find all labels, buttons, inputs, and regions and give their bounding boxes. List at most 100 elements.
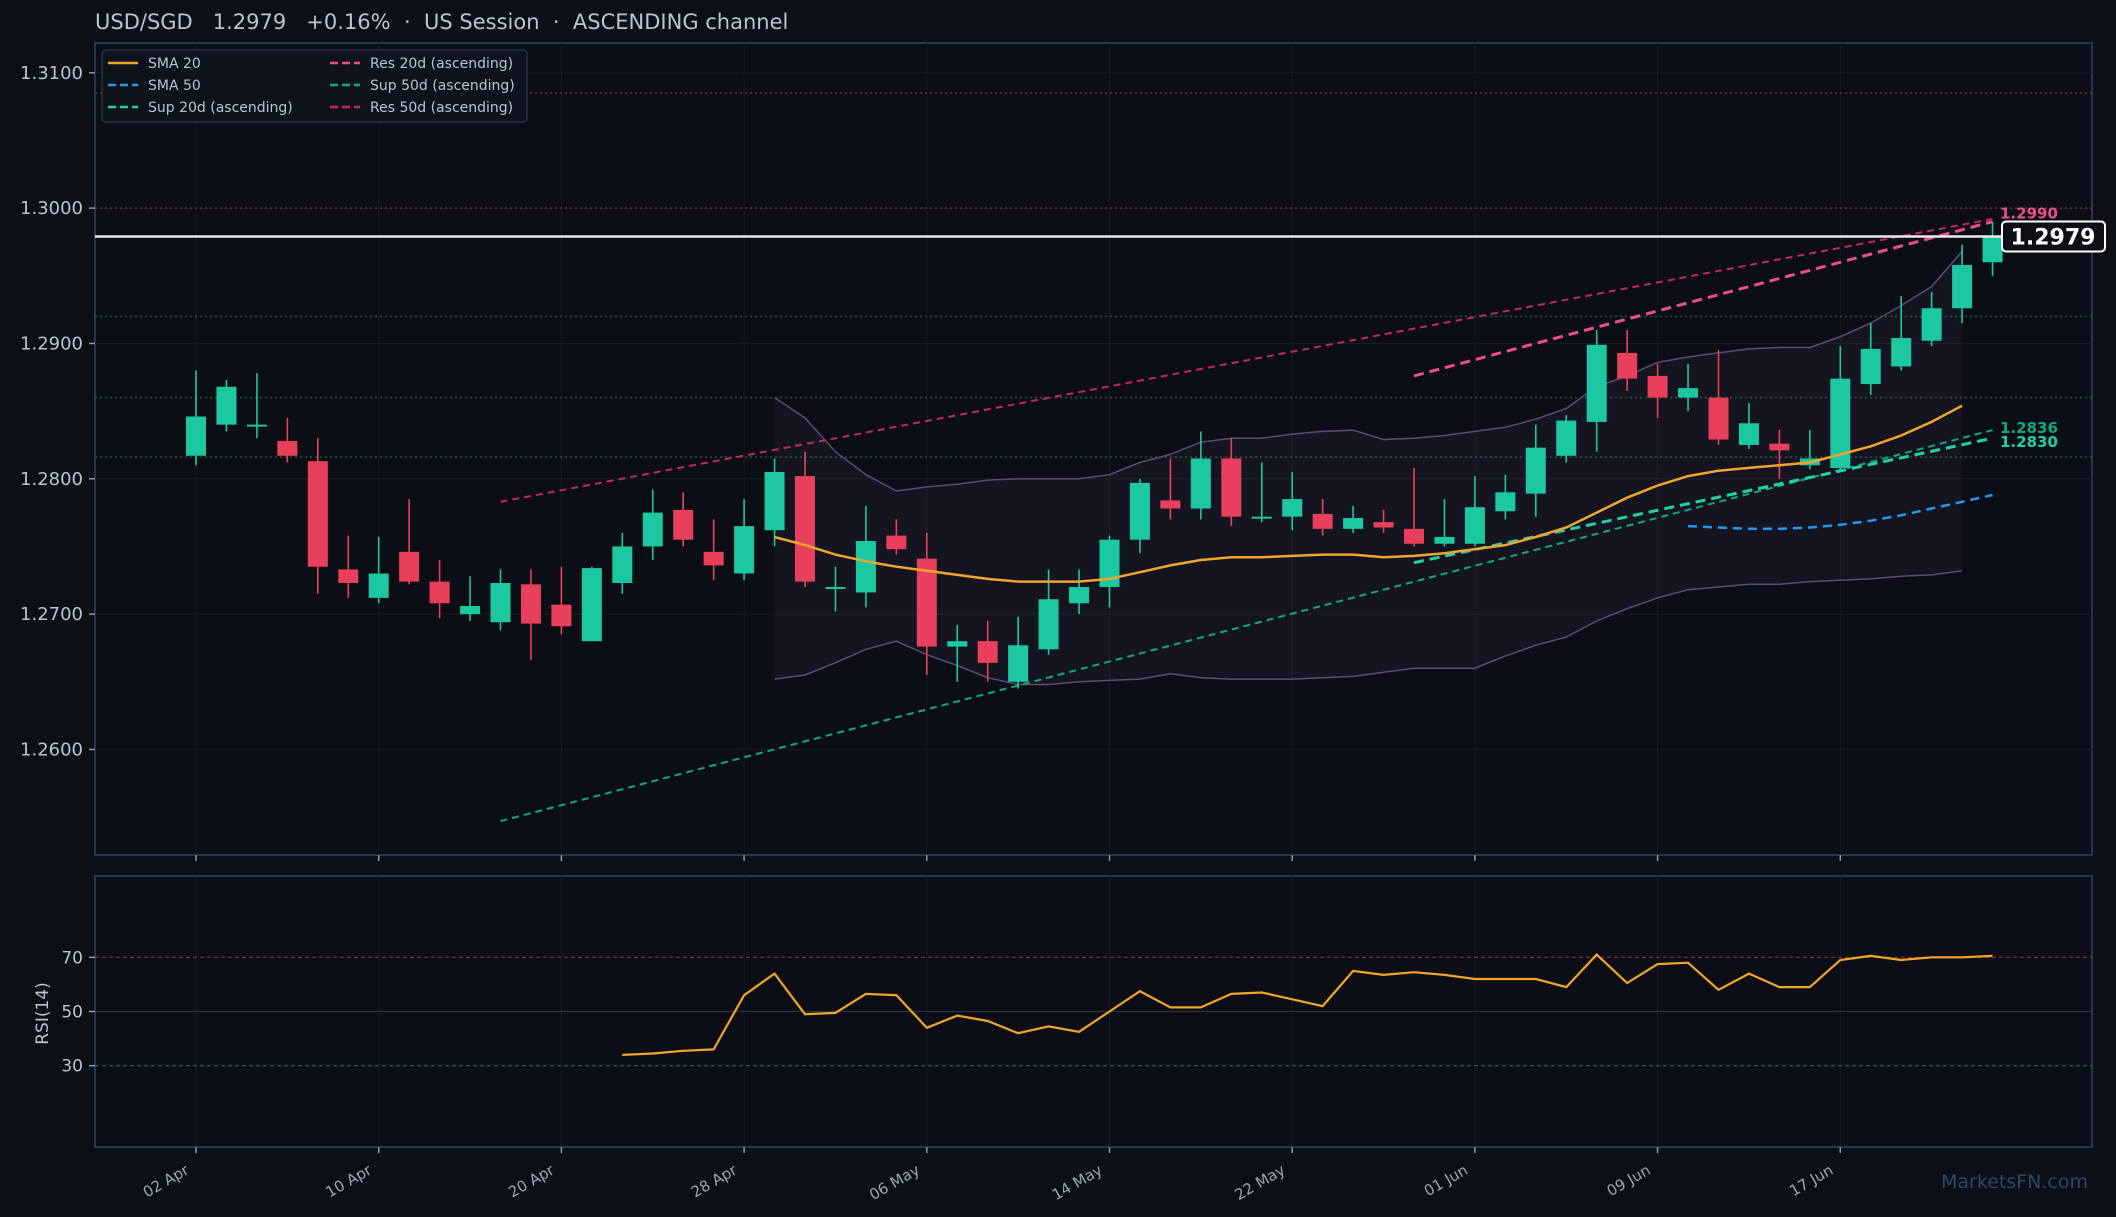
candle xyxy=(642,489,663,560)
candle-body xyxy=(1008,645,1029,682)
x-tick-label: 22 May xyxy=(1232,1161,1289,1204)
legend-label: SMA 50 xyxy=(148,78,201,94)
y-tick-label: 1.2800 xyxy=(20,469,83,490)
band-fill xyxy=(774,251,1963,685)
candle-body xyxy=(1282,499,1303,517)
legend-label: Sup 20d (ascending) xyxy=(148,100,293,116)
x-tick-label: 09 Jun xyxy=(1604,1161,1654,1200)
candle xyxy=(795,451,815,588)
candle xyxy=(947,624,968,682)
candle xyxy=(1160,458,1181,520)
candle-body xyxy=(1160,500,1181,509)
legend: SMA 20 SMA 50 Sup 20d (ascending) Res 20d (… xyxy=(101,49,528,123)
candle-body xyxy=(1860,348,1881,385)
band-lower-line xyxy=(774,570,1963,686)
candle xyxy=(581,566,602,642)
candle-body xyxy=(1099,539,1120,588)
candle xyxy=(1069,569,1090,615)
candle-body xyxy=(307,461,328,567)
candle xyxy=(1738,402,1759,449)
candle xyxy=(1830,346,1851,473)
candle-body xyxy=(1404,528,1424,544)
candle-body xyxy=(734,526,755,574)
candle-body xyxy=(1586,344,1607,422)
candle xyxy=(1708,350,1729,445)
title-separator: · xyxy=(552,10,560,34)
candle xyxy=(399,499,420,585)
candle xyxy=(1586,329,1607,452)
candle xyxy=(1952,244,1973,324)
title-separator: · xyxy=(403,10,411,34)
candle-body xyxy=(429,581,450,604)
candle-body xyxy=(551,604,572,627)
trendline-end-label: 1.2990 xyxy=(2000,205,2058,223)
candle-body xyxy=(764,472,785,531)
y-tick-label: 1.2700 xyxy=(20,604,83,625)
candle xyxy=(490,569,511,631)
candle-body xyxy=(1952,264,1973,309)
candle xyxy=(1251,462,1272,523)
x-tick-label: 06 May xyxy=(866,1161,923,1204)
candle xyxy=(703,519,724,581)
candle xyxy=(825,566,846,612)
x-axis: 02 Apr 10 Apr 20 Apr 28 Apr 06 May 14 May 22 M… xyxy=(140,1160,1836,1203)
candle-body xyxy=(338,569,359,583)
trendline-res50 xyxy=(500,217,1993,503)
current-price-tag: 1.2979 xyxy=(2011,226,2096,251)
candle xyxy=(1008,616,1029,689)
candle-body xyxy=(216,386,237,425)
candle-body xyxy=(1525,447,1546,494)
title-price: 1.2979 xyxy=(212,10,287,34)
candle-body xyxy=(520,584,541,624)
y-tick-label: 1.2900 xyxy=(20,333,83,354)
candle xyxy=(216,379,237,432)
candle xyxy=(855,505,876,608)
title-pair: USD/SGD xyxy=(95,10,193,34)
candle-body xyxy=(1617,352,1638,379)
rsi-tick-label: 50 xyxy=(61,1003,83,1023)
candle-body xyxy=(1678,388,1699,398)
candle-body xyxy=(581,568,602,642)
rsi-tick-label: 70 xyxy=(61,948,83,968)
candle xyxy=(1434,499,1455,547)
candle xyxy=(277,417,298,463)
candle xyxy=(886,519,907,555)
candle xyxy=(1404,467,1424,547)
candle xyxy=(1190,431,1211,520)
trendline-res20 xyxy=(1413,220,1993,378)
candle xyxy=(612,532,633,594)
candle xyxy=(1860,323,1881,395)
candle-body xyxy=(1221,458,1242,517)
candle xyxy=(1921,292,1942,347)
trendline-sup20 xyxy=(1413,436,1993,565)
candle xyxy=(1221,438,1242,527)
candle xyxy=(1891,296,1912,371)
candle xyxy=(1099,535,1120,608)
candle xyxy=(1647,363,1668,418)
current-price-tag-box xyxy=(2001,220,2106,253)
title-change: +0.16% xyxy=(306,10,391,34)
trendline-end-label: 1.2830 xyxy=(2000,433,2058,451)
candle xyxy=(429,559,450,619)
candle xyxy=(1525,424,1546,517)
candle-body xyxy=(1647,375,1668,398)
candle-body xyxy=(1038,599,1059,650)
chart-title: USD/SGD 1.2979 +0.16% · US Session · ASC… xyxy=(95,10,788,34)
candle-body xyxy=(703,551,724,566)
candle-body xyxy=(977,641,998,663)
legend-frame xyxy=(101,49,528,123)
candle xyxy=(1678,363,1699,412)
legend-label: SMA 20 xyxy=(148,56,201,72)
candle-body xyxy=(368,573,389,598)
candle-body xyxy=(673,509,694,540)
candle-body xyxy=(1738,423,1759,445)
legend-label: Sup 50d (ascending) xyxy=(370,78,515,94)
x-tick-label: 20 Apr xyxy=(505,1160,558,1201)
sma50-line xyxy=(1687,493,1993,531)
y-tick-label: 1.2600 xyxy=(20,739,83,760)
candle-body xyxy=(1434,536,1455,544)
candle xyxy=(246,373,267,439)
candle xyxy=(1038,569,1059,655)
legend-label: Res 50d (ascending) xyxy=(370,100,513,116)
